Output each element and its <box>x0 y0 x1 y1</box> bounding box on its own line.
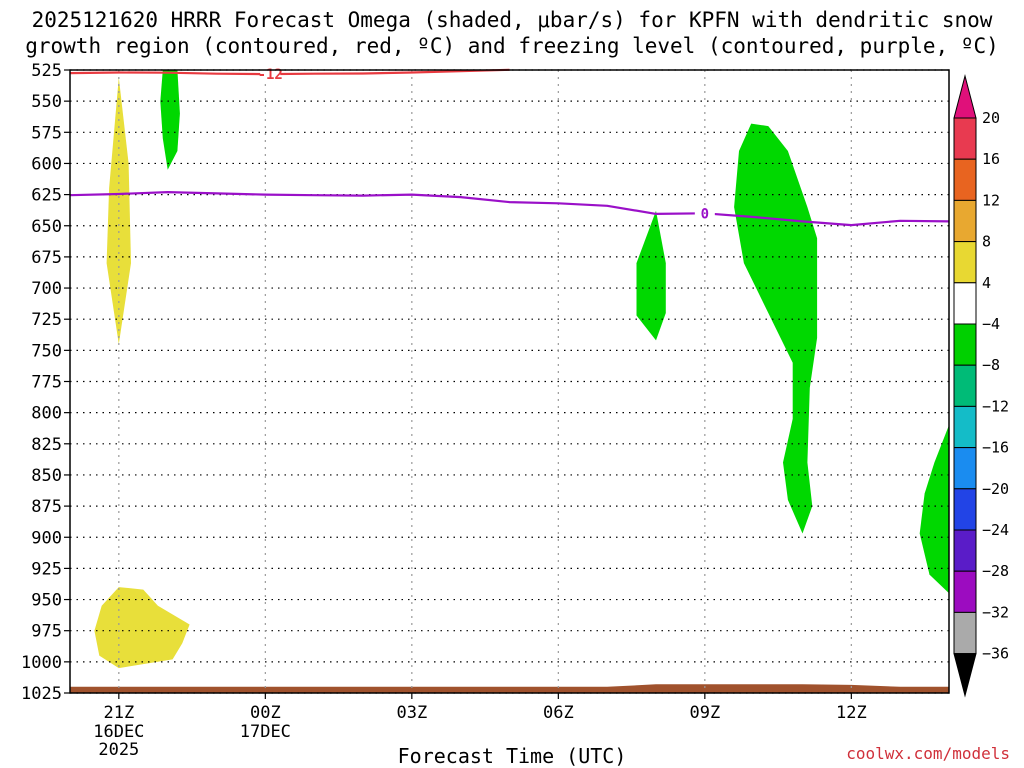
omega-region-2 <box>160 70 180 170</box>
freezing-level-line <box>69 191 950 227</box>
colorbar-swatch <box>953 158 977 201</box>
y-tick-label: 825 <box>31 435 62 455</box>
colorbar-label: −32 <box>982 603 1009 621</box>
colorbar-label: −28 <box>982 562 1009 580</box>
x-tick-label: 12Z <box>836 703 867 723</box>
y-tick-label: 525 <box>31 61 62 81</box>
plot-area <box>70 70 949 693</box>
colorbar-swatch <box>953 199 977 243</box>
y-tick-label: 550 <box>31 92 62 112</box>
y-tick-label: 650 <box>31 217 62 237</box>
colorbar-swatch <box>953 117 977 160</box>
colorbar-swatch <box>953 488 977 531</box>
dgz-contour-line <box>69 68 510 76</box>
omega-region-4 <box>734 123 818 534</box>
y-tick-label: 900 <box>31 528 62 548</box>
x-tick-sublabel: 16DEC <box>93 722 144 742</box>
x-tick-label: 06Z <box>543 703 574 723</box>
colorbar-label: −4 <box>982 315 1000 333</box>
chart-title-line2: growth region (contoured, red, ºC) and f… <box>25 34 999 58</box>
omega-region-5 <box>919 425 949 594</box>
y-tick-label: 1000 <box>21 653 62 673</box>
colorbar-swatch <box>953 529 977 572</box>
colorbar-label: 16 <box>982 150 1000 168</box>
colorbar-swatch <box>953 364 977 407</box>
y-tick-label: 625 <box>31 186 62 206</box>
colorbar-label: −20 <box>982 480 1009 498</box>
y-tick-label: 850 <box>31 466 62 486</box>
colorbar-label: 4 <box>982 274 991 292</box>
colorbar-swatch <box>953 570 977 613</box>
colorbar-top-arrow <box>953 74 977 119</box>
y-tick-label: 875 <box>31 497 62 517</box>
chart-title-line1: 2025121620 HRRR Forecast Omega (shaded, … <box>31 8 993 32</box>
omega-region-1 <box>94 587 190 669</box>
colorbar-swatch <box>953 282 977 325</box>
y-tick-label: 575 <box>31 123 62 143</box>
x-tick-label: 00Z <box>250 703 281 723</box>
colorbar-swatch <box>953 323 977 366</box>
colorbar-bottom-arrow <box>953 653 977 698</box>
freezing-level-label: 0 <box>701 206 709 222</box>
omega-region-3 <box>636 210 666 341</box>
colorbar-label: −36 <box>982 645 1009 663</box>
x-axis-label: Forecast Time (UTC) <box>397 744 627 768</box>
x-tick-sublabel: 2025 <box>98 740 139 760</box>
y-tick-label: 1025 <box>21 684 62 704</box>
colorbar-swatch <box>953 405 977 449</box>
credit-text: coolwx.com/models <box>846 744 1010 763</box>
colorbar-swatch <box>953 241 977 284</box>
dgz-contour-label: -12 <box>258 67 283 83</box>
y-tick-label: 675 <box>31 248 62 268</box>
terrain-fill <box>70 684 949 693</box>
x-tick-label: 09Z <box>689 703 720 723</box>
y-tick-label: 725 <box>31 310 62 330</box>
x-tick-label: 03Z <box>396 703 427 723</box>
colorbar-label: 8 <box>982 233 991 251</box>
x-tick-label: 21Z <box>103 703 134 723</box>
colorbar-swatch <box>953 447 977 490</box>
y-tick-label: 750 <box>31 341 62 361</box>
colorbar-label: −24 <box>982 521 1009 539</box>
colorbar-label: 12 <box>982 191 1000 209</box>
colorbar-swatch <box>953 611 977 655</box>
colorbar-label: −12 <box>982 397 1009 415</box>
y-tick-label: 775 <box>31 373 62 393</box>
x-tick-sublabel: 17DEC <box>240 722 291 742</box>
y-tick-label: 925 <box>31 559 62 579</box>
y-tick-label: 800 <box>31 404 62 424</box>
colorbar-label: −8 <box>982 356 1000 374</box>
y-tick-label: 950 <box>31 591 62 611</box>
y-tick-label: 700 <box>31 279 62 299</box>
y-tick-label: 975 <box>31 622 62 642</box>
colorbar-label: −16 <box>982 439 1009 457</box>
freezing-level-label-bg <box>694 205 715 222</box>
colorbar-label: 20 <box>982 109 1000 127</box>
y-tick-label: 600 <box>31 154 62 174</box>
